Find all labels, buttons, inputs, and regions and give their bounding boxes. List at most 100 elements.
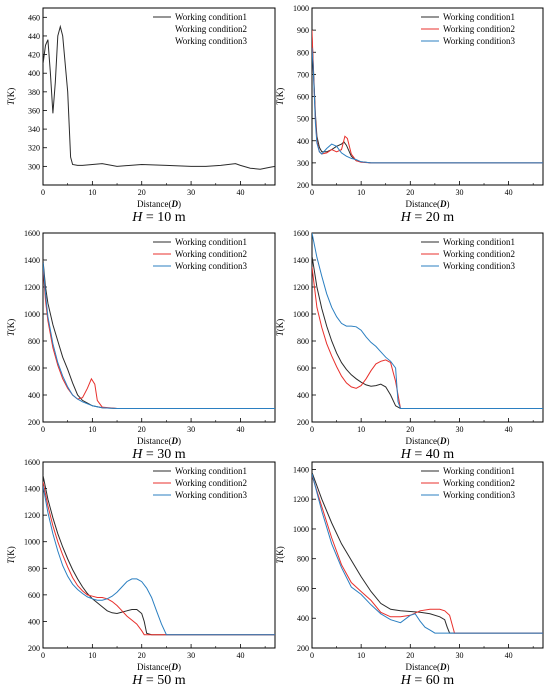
x-tick-label: 40 — [505, 188, 513, 197]
y-tick-label: 1000 — [293, 525, 309, 534]
y-tick-label: 600 — [28, 364, 40, 373]
y-tick-label: 440 — [28, 32, 40, 41]
chart-panel-6: 0 10 20 30 40 200 400 600 800 1000 1200 1400 Distanc… — [275, 461, 544, 688]
chart-panel-2: 0 10 20 30 40 200 300 400 500 600 700 800 900 1000 Dis… — [275, 4, 544, 225]
y-tick-label: 1600 — [293, 229, 309, 238]
y-tick-label: 500 — [297, 115, 309, 124]
panel-caption: H = 20 m — [400, 210, 455, 225]
x-axis-label: Distance(D) — [406, 436, 450, 446]
legend-label-2: Working condition2 — [175, 249, 247, 259]
legend-label-2: Working condition2 — [175, 478, 247, 488]
panel-caption: H = 50 m — [131, 673, 186, 688]
y-tick-label: 200 — [28, 644, 40, 653]
plot-frame — [311, 7, 544, 186]
y-tick-label: 420 — [28, 51, 40, 60]
x-tick-label: 10 — [357, 188, 365, 197]
x-axis-label: Distance(D) — [406, 199, 450, 209]
y-tick-label: 600 — [28, 591, 40, 600]
x-tick-label: 40 — [236, 425, 244, 434]
y-tick-label: 800 — [28, 564, 40, 573]
x-tick-label: 20 — [406, 425, 414, 434]
legend-label-1: Working condition1 — [443, 237, 515, 247]
x-axis-label: Distance(D) — [137, 199, 181, 209]
legend-label-1: Working condition1 — [175, 12, 247, 22]
series-line-2 — [43, 266, 275, 409]
y-tick-label: 1200 — [293, 495, 309, 504]
y-tick-label: 300 — [28, 162, 40, 171]
legend-label-2: Working condition2 — [443, 478, 515, 488]
legend-label-3: Working condition3 — [175, 490, 248, 500]
x-axis-label: Distance(D) — [406, 662, 450, 672]
y-tick-label: 1000 — [293, 310, 309, 319]
panel-caption: H = 30 m — [131, 447, 186, 462]
x-tick-label: 10 — [88, 188, 96, 197]
x-tick-label: 30 — [455, 651, 463, 660]
y-tick-label: 1200 — [24, 511, 40, 520]
legend-label-1: Working condition1 — [175, 466, 247, 476]
y-tick-label: 1200 — [24, 283, 40, 292]
legend-label-2: Working condition2 — [175, 24, 247, 34]
x-tick-label: 30 — [187, 188, 195, 197]
y-tick-label: 380 — [28, 88, 40, 97]
x-axis-label: Distance(D) — [137, 662, 181, 672]
x-tick-label: 40 — [236, 651, 244, 660]
y-tick-label: 1000 — [24, 310, 40, 319]
x-axis-label: Distance(D) — [137, 436, 181, 446]
x-tick-label: 40 — [236, 188, 244, 197]
series-line-1 — [312, 255, 543, 409]
legend-label-3: Working condition3 — [443, 261, 516, 271]
y-tick-label: 360 — [28, 106, 40, 115]
y-tick-label: 1400 — [293, 256, 309, 265]
legend-label-3: Working condition3 — [443, 36, 516, 46]
series-line-2 — [312, 30, 543, 164]
y-tick-label: 1400 — [24, 485, 40, 494]
y-tick-label: 800 — [297, 555, 309, 564]
x-tick-label: 20 — [138, 651, 146, 660]
series-line-2 — [312, 266, 543, 409]
series-line-1 — [312, 472, 543, 634]
plot-frame — [42, 7, 276, 186]
chart-panel-1: 0 10 20 30 40 300 320 340 360 380 400 420 440 460 Dist… — [6, 7, 276, 225]
plot-frame — [311, 461, 544, 649]
legend-label-2: Working condition2 — [443, 24, 515, 34]
plot-frame — [311, 232, 544, 423]
x-tick-label: 0 — [310, 188, 314, 197]
series-line-2 — [312, 475, 543, 634]
series-line-2 — [43, 481, 275, 636]
y-tick-label: 200 — [28, 418, 40, 427]
y-tick-label: 1400 — [293, 465, 309, 474]
x-tick-label: 40 — [505, 425, 513, 434]
y-tick-label: 460 — [28, 13, 40, 22]
x-tick-label: 0 — [41, 425, 45, 434]
plot-frame — [42, 232, 276, 423]
y-tick-label: 800 — [297, 48, 309, 57]
legend-label-1: Working condition1 — [175, 237, 247, 247]
x-tick-label: 30 — [187, 651, 195, 660]
y-axis-label: T(K) — [6, 88, 16, 106]
panel-caption: H = 60 m — [400, 673, 455, 688]
series-line-1 — [43, 24, 275, 170]
y-tick-label: 320 — [28, 144, 40, 153]
y-tick-label: 1600 — [24, 229, 40, 238]
y-tick-label: 600 — [297, 584, 309, 593]
y-tick-label: 1400 — [24, 256, 40, 265]
y-tick-label: 1000 — [293, 4, 309, 13]
y-tick-label: 1000 — [24, 538, 40, 547]
legend-label-3: Working condition3 — [443, 490, 516, 500]
y-tick-label: 700 — [297, 70, 309, 79]
series-line-1 — [312, 36, 543, 164]
x-tick-label: 10 — [88, 651, 96, 660]
x-tick-label: 20 — [406, 651, 414, 660]
panel-caption: H = 10 m — [131, 210, 186, 225]
y-tick-label: 400 — [28, 617, 40, 626]
series-line-3 — [43, 485, 275, 636]
series-line-1 — [43, 259, 275, 409]
x-tick-label: 10 — [357, 425, 365, 434]
chart-panel-4: 0 10 20 30 40 200 400 600 800 1000 1200 1400 1600 Dis… — [275, 229, 544, 462]
x-tick-label: 20 — [406, 188, 414, 197]
y-axis-label: T(K) — [275, 546, 285, 564]
y-tick-label: 400 — [28, 69, 40, 78]
y-tick-label: 200 — [297, 418, 309, 427]
chart-panel-3: 0 10 20 30 40 200 400 600 800 1000 1200 1400 1600 Dis… — [6, 229, 276, 462]
